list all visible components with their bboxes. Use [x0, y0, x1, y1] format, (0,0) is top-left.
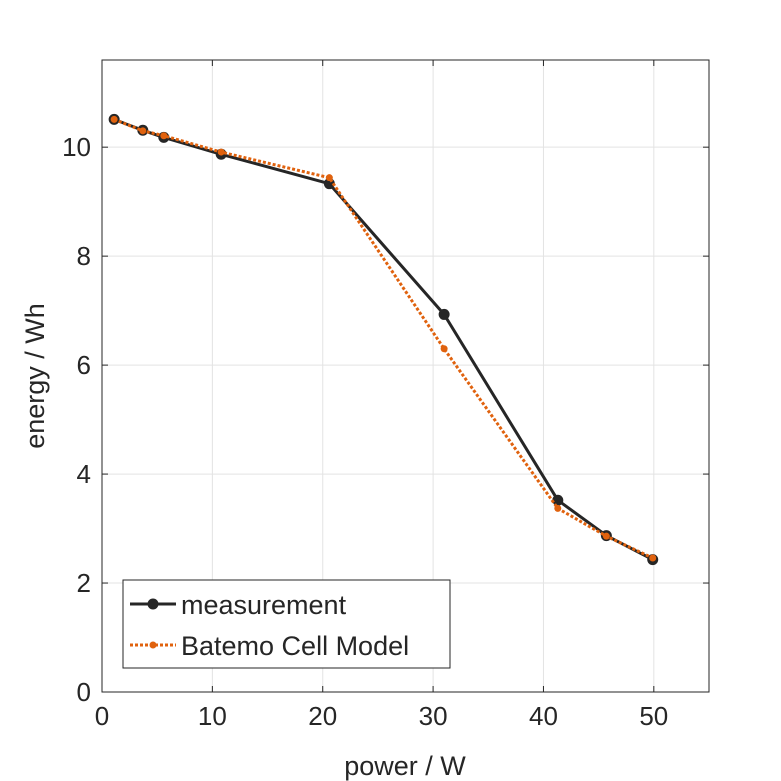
y-tick-label: 6 — [77, 350, 91, 380]
legend-marker-measurement — [147, 598, 159, 610]
x-axis-ticks: 0 10 20 30 40 50 — [95, 60, 668, 731]
data-point-batemo-cell-model — [160, 132, 168, 140]
data-point-batemo-cell-model — [217, 148, 225, 156]
series-layer — [108, 113, 659, 566]
data-point-measurement — [552, 494, 564, 506]
data-point-batemo-cell-model — [440, 345, 448, 353]
legend: measurement Batemo Cell Model — [122, 579, 451, 669]
data-point-batemo-cell-model — [110, 115, 118, 123]
legend-label-measurement: measurement — [181, 590, 347, 620]
data-point-batemo-cell-model — [602, 532, 610, 540]
x-tick-label: 0 — [95, 701, 109, 731]
legend-box — [122, 579, 451, 669]
data-point-batemo-cell-model — [325, 174, 333, 182]
data-point-batemo-cell-model — [139, 127, 147, 135]
y-tick-label: 8 — [77, 241, 91, 271]
x-tick-label: 20 — [308, 701, 337, 731]
y-tick-label: 2 — [77, 568, 91, 598]
legend-label-batemo-cell-model: Batemo Cell Model — [181, 631, 409, 661]
y-tick-label: 10 — [62, 132, 91, 162]
legend-marker-batemo-cell-model — [149, 641, 157, 649]
y-axis-label: energy / Wh — [20, 303, 50, 449]
x-tick-label: 50 — [639, 701, 668, 731]
data-point-measurement — [438, 308, 450, 320]
legend-entry-measurement: measurement — [130, 590, 347, 620]
x-tick-label: 40 — [529, 701, 558, 731]
series-batemo-cell-model — [110, 115, 657, 562]
data-point-batemo-cell-model — [649, 554, 657, 562]
x-tick-label: 10 — [198, 701, 227, 731]
data-point-batemo-cell-model — [554, 504, 562, 512]
y-tick-label: 0 — [77, 677, 91, 707]
series-line-batemo-cell-model — [113, 118, 654, 560]
x-axis-label: power / W — [344, 751, 466, 781]
plot-frame — [101, 59, 710, 693]
y-axis-ticks: 0 2 4 6 8 10 — [62, 132, 709, 707]
x-tick-label: 30 — [419, 701, 448, 731]
legend-entry-batemo-cell-model: Batemo Cell Model — [130, 631, 409, 661]
y-tick-label: 4 — [77, 459, 91, 489]
